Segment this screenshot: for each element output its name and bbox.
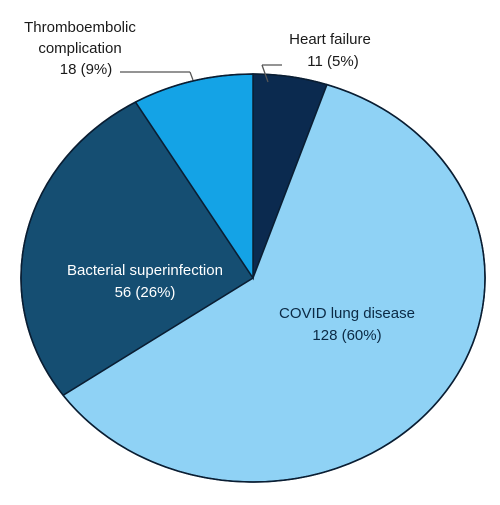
bacterial-value: 56 (26%) [115, 284, 176, 301]
heart-failure-leader-line-2 [261, 64, 269, 83]
pie-outline [20, 73, 486, 483]
thrombo-leader-line-2 [189, 71, 194, 81]
covid-value: 128 (60%) [312, 327, 381, 344]
thrombo-label-line1: Thromboembolic [24, 19, 136, 36]
thrombo-value: 18 (9%) [60, 61, 113, 78]
leader-lines [120, 64, 282, 83]
heart-failure-value: 11 (5%) [307, 53, 358, 70]
labels-layer: Heart failure 11 (5%) Thromboembolic com… [24, 19, 415, 344]
covid-label: COVID lung disease [279, 305, 415, 322]
slices-layer [20, 73, 486, 483]
bacterial-label: Bacterial superinfection [67, 262, 223, 279]
thrombo-label-line2: complication [38, 40, 121, 57]
heart-failure-label: Heart failure [289, 31, 371, 48]
